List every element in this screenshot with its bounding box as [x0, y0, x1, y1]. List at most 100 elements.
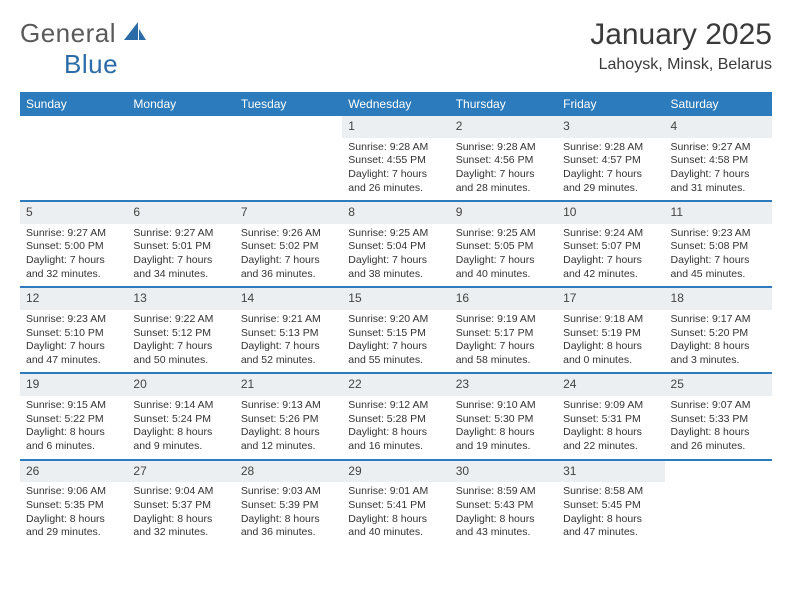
day-number: 14 [235, 288, 342, 310]
day-cell: 24Sunrise: 9:09 AMSunset: 5:31 PMDayligh… [557, 374, 664, 458]
day-body: Sunrise: 9:20 AMSunset: 5:15 PMDaylight:… [342, 310, 449, 373]
day-body: Sunrise: 9:04 AMSunset: 5:37 PMDaylight:… [127, 482, 234, 545]
logo-text: General Blue [20, 18, 148, 80]
day-cell: 22Sunrise: 9:12 AMSunset: 5:28 PMDayligh… [342, 374, 449, 458]
day-body: Sunrise: 9:22 AMSunset: 5:12 PMDaylight:… [127, 310, 234, 373]
logo: General Blue [20, 18, 148, 80]
day-number: 23 [450, 374, 557, 396]
title-block: January 2025 Lahoysk, Minsk, Belarus [590, 18, 772, 74]
day-number: 7 [235, 202, 342, 224]
day-number: 11 [665, 202, 772, 224]
week-row: 5Sunrise: 9:27 AMSunset: 5:00 PMDaylight… [20, 202, 772, 288]
day-cell: 11Sunrise: 9:23 AMSunset: 5:08 PMDayligh… [665, 202, 772, 286]
day-body: Sunrise: 9:13 AMSunset: 5:26 PMDaylight:… [235, 396, 342, 459]
calendar: SundayMondayTuesdayWednesdayThursdayFrid… [20, 92, 772, 545]
day-number: 27 [127, 461, 234, 483]
day-number: 22 [342, 374, 449, 396]
day-number: 31 [557, 461, 664, 483]
weeks-container: 1Sunrise: 9:28 AMSunset: 4:55 PMDaylight… [20, 116, 772, 545]
day-body: Sunrise: 9:27 AMSunset: 4:58 PMDaylight:… [665, 138, 772, 201]
day-number: 9 [450, 202, 557, 224]
location: Lahoysk, Minsk, Belarus [590, 56, 772, 74]
day-number: 8 [342, 202, 449, 224]
day-cell: 25Sunrise: 9:07 AMSunset: 5:33 PMDayligh… [665, 374, 772, 458]
day-body: Sunrise: 9:27 AMSunset: 5:01 PMDaylight:… [127, 224, 234, 287]
day-number: 19 [20, 374, 127, 396]
day-cell: 4Sunrise: 9:27 AMSunset: 4:58 PMDaylight… [665, 116, 772, 200]
day-cell: 16Sunrise: 9:19 AMSunset: 5:17 PMDayligh… [450, 288, 557, 372]
dow-cell: Tuesday [235, 92, 342, 116]
day-number: 18 [665, 288, 772, 310]
dow-cell: Saturday [665, 92, 772, 116]
day-number: 6 [127, 202, 234, 224]
dow-cell: Monday [127, 92, 234, 116]
day-body: Sunrise: 9:19 AMSunset: 5:17 PMDaylight:… [450, 310, 557, 373]
day-body: Sunrise: 9:10 AMSunset: 5:30 PMDaylight:… [450, 396, 557, 459]
day-body: Sunrise: 9:23 AMSunset: 5:10 PMDaylight:… [20, 310, 127, 373]
day-cell: 9Sunrise: 9:25 AMSunset: 5:05 PMDaylight… [450, 202, 557, 286]
day-number: 13 [127, 288, 234, 310]
week-row: 1Sunrise: 9:28 AMSunset: 4:55 PMDaylight… [20, 116, 772, 202]
day-cell [665, 461, 772, 545]
day-cell: 21Sunrise: 9:13 AMSunset: 5:26 PMDayligh… [235, 374, 342, 458]
calendar-page: General Blue January 2025 Lahoysk, Minsk… [0, 0, 792, 555]
day-body: Sunrise: 9:21 AMSunset: 5:13 PMDaylight:… [235, 310, 342, 373]
header: General Blue January 2025 Lahoysk, Minsk… [20, 18, 772, 80]
day-cell: 2Sunrise: 9:28 AMSunset: 4:56 PMDaylight… [450, 116, 557, 200]
day-body: Sunrise: 9:23 AMSunset: 5:08 PMDaylight:… [665, 224, 772, 287]
day-number: 2 [450, 116, 557, 138]
day-number: 20 [127, 374, 234, 396]
day-cell: 8Sunrise: 9:25 AMSunset: 5:04 PMDaylight… [342, 202, 449, 286]
day-body: Sunrise: 9:17 AMSunset: 5:20 PMDaylight:… [665, 310, 772, 373]
day-cell: 26Sunrise: 9:06 AMSunset: 5:35 PMDayligh… [20, 461, 127, 545]
dow-cell: Sunday [20, 92, 127, 116]
logo-part2: Blue [64, 49, 118, 79]
day-number [20, 116, 127, 138]
month-title: January 2025 [590, 18, 772, 52]
day-number: 1 [342, 116, 449, 138]
week-row: 26Sunrise: 9:06 AMSunset: 5:35 PMDayligh… [20, 461, 772, 545]
day-body: Sunrise: 9:28 AMSunset: 4:56 PMDaylight:… [450, 138, 557, 201]
day-body: Sunrise: 9:06 AMSunset: 5:35 PMDaylight:… [20, 482, 127, 545]
day-of-week-header: SundayMondayTuesdayWednesdayThursdayFrid… [20, 92, 772, 116]
day-body: Sunrise: 9:12 AMSunset: 5:28 PMDaylight:… [342, 396, 449, 459]
day-number: 15 [342, 288, 449, 310]
day-body: Sunrise: 9:25 AMSunset: 5:04 PMDaylight:… [342, 224, 449, 287]
day-body: Sunrise: 9:01 AMSunset: 5:41 PMDaylight:… [342, 482, 449, 545]
day-body: Sunrise: 8:58 AMSunset: 5:45 PMDaylight:… [557, 482, 664, 545]
day-body: Sunrise: 9:14 AMSunset: 5:24 PMDaylight:… [127, 396, 234, 459]
day-cell: 19Sunrise: 9:15 AMSunset: 5:22 PMDayligh… [20, 374, 127, 458]
day-number [235, 116, 342, 138]
day-number [665, 461, 772, 483]
day-number: 21 [235, 374, 342, 396]
dow-cell: Thursday [450, 92, 557, 116]
day-cell: 23Sunrise: 9:10 AMSunset: 5:30 PMDayligh… [450, 374, 557, 458]
day-body: Sunrise: 8:59 AMSunset: 5:43 PMDaylight:… [450, 482, 557, 545]
day-body: Sunrise: 9:18 AMSunset: 5:19 PMDaylight:… [557, 310, 664, 373]
day-number: 24 [557, 374, 664, 396]
day-cell: 7Sunrise: 9:26 AMSunset: 5:02 PMDaylight… [235, 202, 342, 286]
week-row: 19Sunrise: 9:15 AMSunset: 5:22 PMDayligh… [20, 374, 772, 460]
day-cell: 1Sunrise: 9:28 AMSunset: 4:55 PMDaylight… [342, 116, 449, 200]
day-body: Sunrise: 9:09 AMSunset: 5:31 PMDaylight:… [557, 396, 664, 459]
day-body: Sunrise: 9:26 AMSunset: 5:02 PMDaylight:… [235, 224, 342, 287]
day-cell: 20Sunrise: 9:14 AMSunset: 5:24 PMDayligh… [127, 374, 234, 458]
day-body: Sunrise: 9:28 AMSunset: 4:57 PMDaylight:… [557, 138, 664, 201]
day-cell: 18Sunrise: 9:17 AMSunset: 5:20 PMDayligh… [665, 288, 772, 372]
day-cell [127, 116, 234, 200]
day-body: Sunrise: 9:03 AMSunset: 5:39 PMDaylight:… [235, 482, 342, 545]
day-cell: 31Sunrise: 8:58 AMSunset: 5:45 PMDayligh… [557, 461, 664, 545]
day-number: 25 [665, 374, 772, 396]
day-number: 12 [20, 288, 127, 310]
day-body: Sunrise: 9:24 AMSunset: 5:07 PMDaylight:… [557, 224, 664, 287]
day-body: Sunrise: 9:07 AMSunset: 5:33 PMDaylight:… [665, 396, 772, 459]
day-number: 26 [20, 461, 127, 483]
day-number: 16 [450, 288, 557, 310]
day-number: 4 [665, 116, 772, 138]
day-cell [235, 116, 342, 200]
day-cell: 6Sunrise: 9:27 AMSunset: 5:01 PMDaylight… [127, 202, 234, 286]
logo-sail-icon [124, 22, 148, 42]
day-number: 29 [342, 461, 449, 483]
day-body: Sunrise: 9:15 AMSunset: 5:22 PMDaylight:… [20, 396, 127, 459]
day-cell: 27Sunrise: 9:04 AMSunset: 5:37 PMDayligh… [127, 461, 234, 545]
